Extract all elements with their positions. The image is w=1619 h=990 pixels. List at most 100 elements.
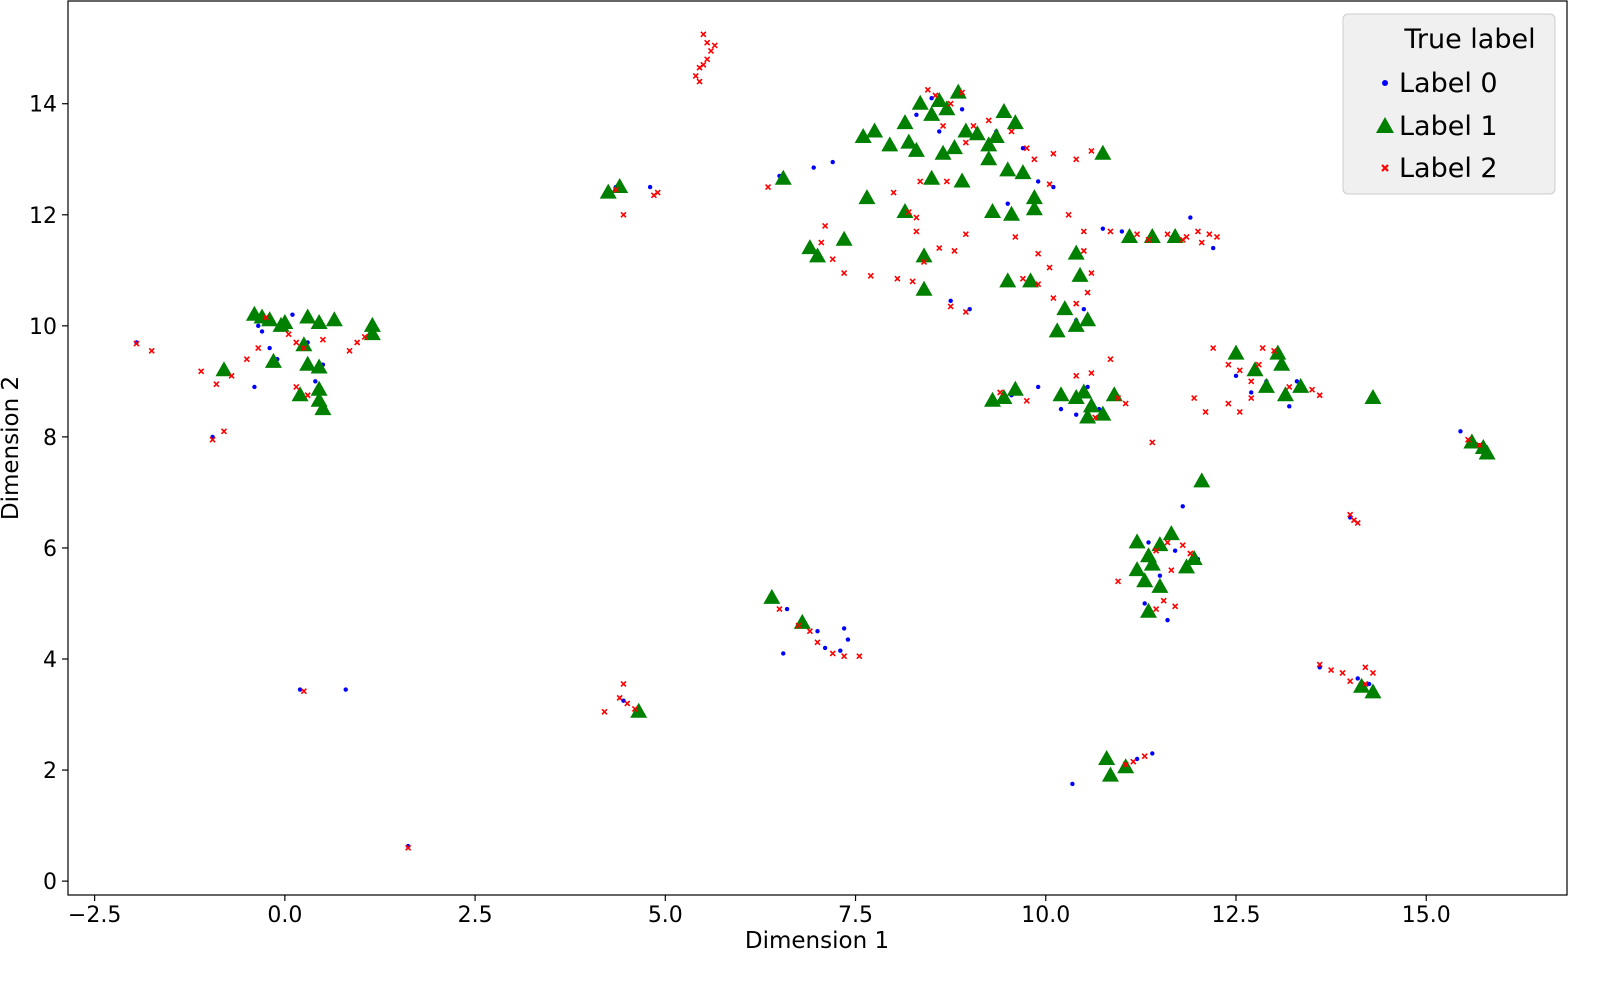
data-point-label-1 bbox=[215, 361, 233, 377]
legend-marker-label-0 bbox=[1382, 80, 1388, 86]
data-point-label-2 bbox=[1194, 228, 1202, 235]
plot-area bbox=[67, 0, 1568, 896]
data-point-label-2 bbox=[1046, 264, 1053, 271]
data-point-label-0 bbox=[822, 645, 828, 651]
data-point-label-2 bbox=[198, 368, 205, 375]
data-point-label-2 bbox=[1141, 753, 1148, 760]
data-point-label-2 bbox=[1164, 539, 1171, 546]
data-point-label-0 bbox=[1074, 412, 1079, 417]
data-point-label-2 bbox=[1107, 228, 1114, 235]
data-point-label-2 bbox=[1309, 386, 1316, 393]
data-point-label-0 bbox=[1081, 306, 1087, 312]
data-point-label-0 bbox=[1035, 179, 1041, 184]
data-point-label-1 bbox=[1067, 389, 1085, 405]
data-point-label-1 bbox=[881, 136, 899, 152]
data-point-label-1 bbox=[1006, 380, 1024, 396]
data-point-label-1 bbox=[949, 83, 967, 99]
data-point-label-2 bbox=[624, 700, 631, 707]
data-point-label-0 bbox=[914, 112, 919, 118]
data-point-label-2 bbox=[1164, 231, 1171, 238]
data-point-label-2 bbox=[1248, 378, 1255, 385]
data-point-label-1 bbox=[1006, 114, 1024, 130]
data-point-label-0 bbox=[252, 384, 257, 390]
data-point-label-2 bbox=[1259, 344, 1266, 352]
data-point-label-2 bbox=[1168, 567, 1175, 574]
data-point-label-1 bbox=[363, 325, 381, 341]
data-point-label-0 bbox=[838, 648, 843, 653]
data-point-label-2 bbox=[620, 211, 627, 218]
data-point-label-2 bbox=[997, 389, 1004, 396]
data-point-label-2 bbox=[1149, 439, 1156, 446]
data-point-label-2 bbox=[841, 270, 848, 277]
data-point-label-1 bbox=[896, 203, 914, 219]
data-point-label-1 bbox=[995, 389, 1013, 405]
data-point-label-2 bbox=[1179, 542, 1186, 549]
y-tick-label: 14 bbox=[29, 93, 57, 118]
data-point-label-1 bbox=[854, 128, 872, 144]
data-point-label-1 bbox=[310, 314, 328, 330]
data-point-label-1 bbox=[1079, 311, 1097, 327]
data-point-label-1 bbox=[915, 280, 933, 296]
data-point-label-1 bbox=[915, 247, 933, 263]
data-point-label-2 bbox=[704, 39, 711, 46]
legend-title: True label bbox=[1403, 24, 1535, 55]
data-point-label-1 bbox=[999, 161, 1017, 177]
data-point-label-1 bbox=[1162, 525, 1180, 541]
data-point-label-1 bbox=[299, 355, 317, 371]
x-tick-label: −2.5 bbox=[68, 903, 121, 928]
data-point-label-1 bbox=[1098, 749, 1116, 765]
data-point-label-2 bbox=[909, 278, 916, 285]
data-point-label-1 bbox=[953, 172, 971, 188]
data-point-label-2 bbox=[692, 72, 699, 80]
data-point-label-2 bbox=[1236, 408, 1243, 415]
data-point-label-1 bbox=[930, 91, 948, 107]
data-point-label-1 bbox=[835, 230, 853, 246]
legend-box bbox=[1342, 13, 1556, 195]
data-point-label-2 bbox=[1153, 605, 1160, 613]
data-point-label-2 bbox=[1328, 667, 1335, 674]
data-point-label-2 bbox=[1347, 511, 1354, 518]
data-point-label-0 bbox=[1100, 226, 1106, 231]
data-point-label-1 bbox=[1139, 602, 1157, 618]
data-point-label-2 bbox=[939, 122, 947, 130]
data-point-label-1 bbox=[1478, 444, 1496, 460]
data-point-label-2 bbox=[1046, 181, 1053, 188]
data-point-label-1 bbox=[987, 128, 1005, 144]
data-point-label-2 bbox=[924, 86, 931, 93]
data-point-label-2 bbox=[818, 239, 825, 246]
data-point-label-2 bbox=[1114, 394, 1122, 402]
data-point-label-2 bbox=[829, 650, 836, 657]
data-point-label-1 bbox=[1257, 377, 1275, 393]
data-point-label-1 bbox=[1003, 205, 1021, 221]
data-point-label-2 bbox=[1362, 664, 1369, 671]
data-point-label-1 bbox=[325, 311, 343, 327]
data-point-label-2 bbox=[1255, 361, 1262, 368]
data-point-label-2 bbox=[822, 222, 829, 229]
data-point-label-1 bbox=[934, 144, 952, 160]
data-point-label-1 bbox=[763, 588, 781, 604]
data-point-label-2 bbox=[1316, 661, 1323, 668]
data-point-label-0 bbox=[959, 107, 965, 112]
data-point-label-2 bbox=[1179, 236, 1186, 243]
data-point-label-0 bbox=[343, 687, 348, 692]
data-point-label-1 bbox=[1353, 677, 1371, 693]
data-point-label-2 bbox=[1339, 669, 1346, 676]
data-point-label-1 bbox=[1193, 472, 1211, 488]
data-point-label-2 bbox=[1122, 761, 1129, 768]
series-label-2 bbox=[133, 31, 1483, 851]
data-point-label-2 bbox=[612, 186, 619, 193]
data-point-label-2 bbox=[959, 89, 966, 96]
y-tick-label: 12 bbox=[29, 204, 57, 229]
data-point-label-1 bbox=[299, 308, 317, 324]
data-point-label-1 bbox=[1014, 164, 1032, 180]
data-point-label-0 bbox=[1005, 201, 1010, 206]
data-point-label-0 bbox=[1035, 384, 1041, 390]
data-point-label-1 bbox=[1128, 533, 1146, 549]
data-point-label-1 bbox=[1075, 383, 1093, 399]
data-point-label-2 bbox=[262, 314, 269, 321]
x-tick-label: 12.5 bbox=[1212, 903, 1261, 928]
data-point-label-2 bbox=[148, 347, 155, 354]
data-point-label-0 bbox=[1188, 215, 1193, 220]
data-point-label-0 bbox=[1119, 229, 1125, 234]
